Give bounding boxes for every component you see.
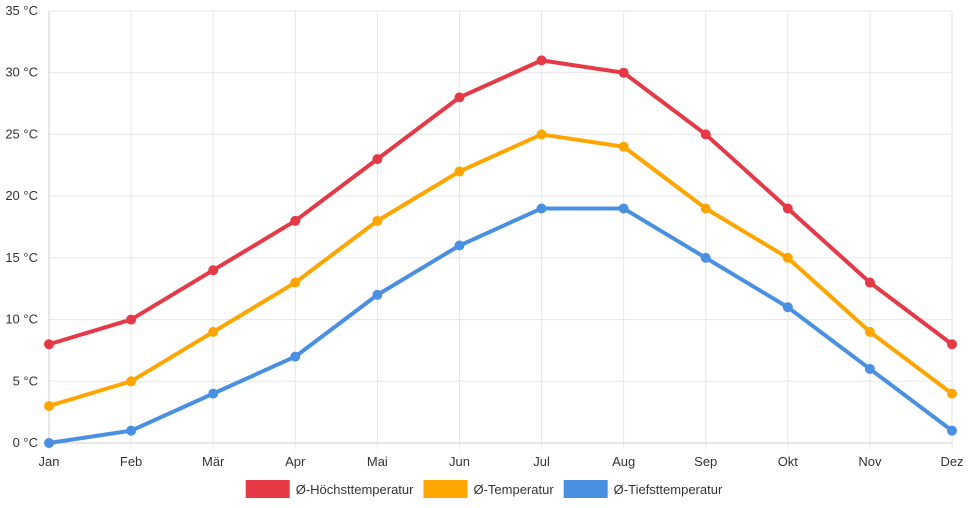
data-point[interactable] [618,141,629,152]
data-point[interactable] [700,252,711,263]
legend-label: Ø-Temperatur [473,482,554,497]
data-point[interactable] [44,400,54,411]
x-tick-label: Aug [612,454,635,469]
legend[interactable]: Ø-Höchsttemperatur Ø-Temperatur Ø-Tiefstte… [245,480,723,498]
data-point[interactable] [290,215,301,226]
data-point[interactable] [782,252,793,263]
y-tick-label: 0 °C [13,435,38,450]
data-point[interactable] [536,203,547,214]
x-tick-label: Jul [533,454,550,469]
legend-item-0[interactable]: Ø-Höchsttemperatur [245,480,414,498]
data-point[interactable] [947,339,957,350]
data-point[interactable] [44,339,54,350]
legend-swatch [563,480,608,498]
data-point[interactable] [947,425,957,436]
series-1 [44,129,957,411]
data-point[interactable] [290,351,301,362]
data-point[interactable] [126,376,137,387]
series-2 [44,203,957,448]
legend-item-1[interactable]: Ø-Temperatur [423,480,554,498]
x-tick-label: Nov [858,454,882,469]
data-point[interactable] [864,277,875,288]
data-point[interactable] [454,166,465,177]
x-tick-label: Dez [940,454,963,469]
x-tick-label: Sep [694,454,717,469]
data-point[interactable] [372,289,383,300]
data-point[interactable] [44,438,54,448]
data-point[interactable] [290,277,301,288]
y-tick-label: 20 °C [5,188,38,203]
data-point[interactable] [618,203,629,214]
data-point[interactable] [864,363,875,374]
y-axis-ticks: 0 °C 5 °C 10 °C 15 °C 20 °C 25 °C 30 °C 35 °C [5,3,38,450]
data-point[interactable] [864,326,875,337]
y-tick-label: 30 °C [5,65,38,80]
data-point[interactable] [536,129,547,140]
x-axis-ticks: Jan Feb Mär Apr Mai Jun Jul Aug Sep Okt Nov Dez [39,454,964,469]
grid [48,10,953,449]
legend-label: Ø-Tiefsttemperatur [614,482,723,497]
y-tick-label: 25 °C [5,126,38,141]
data-point[interactable] [454,92,465,103]
legend-label: Ø-Höchsttemperatur [296,482,414,497]
data-point[interactable] [208,326,219,337]
legend-swatch [423,480,468,498]
series-line [47,206,954,445]
data-point[interactable] [700,129,711,140]
y-tick-label: 15 °C [5,250,38,265]
x-tick-label: Mär [202,454,225,469]
data-point[interactable] [782,302,793,313]
data-point[interactable] [208,265,219,276]
data-point[interactable] [372,154,383,165]
data-point[interactable] [126,314,137,325]
legend-item-2[interactable]: Ø-Tiefsttemperatur [563,480,723,498]
x-tick-label: Mai [367,454,388,469]
series-line [47,132,954,408]
x-tick-label: Apr [285,454,306,469]
data-point[interactable] [947,388,957,399]
data-point[interactable] [536,55,547,66]
series-0 [44,55,957,350]
series-lines [44,55,957,448]
x-tick-label: Jun [449,454,470,469]
data-point[interactable] [126,425,137,436]
series-line [47,58,954,347]
data-point[interactable] [372,215,383,226]
data-point[interactable] [782,203,793,214]
data-point[interactable] [208,388,219,399]
y-tick-label: 10 °C [5,312,38,327]
x-tick-label: Okt [778,454,799,469]
y-tick-label: 35 °C [5,3,38,18]
legend-swatch [245,480,290,498]
x-tick-label: Jan [39,454,60,469]
y-tick-label: 5 °C [13,373,38,388]
x-tick-label: Feb [120,454,142,469]
data-point[interactable] [700,203,711,214]
data-point[interactable] [618,67,629,78]
data-point[interactable] [454,240,465,251]
